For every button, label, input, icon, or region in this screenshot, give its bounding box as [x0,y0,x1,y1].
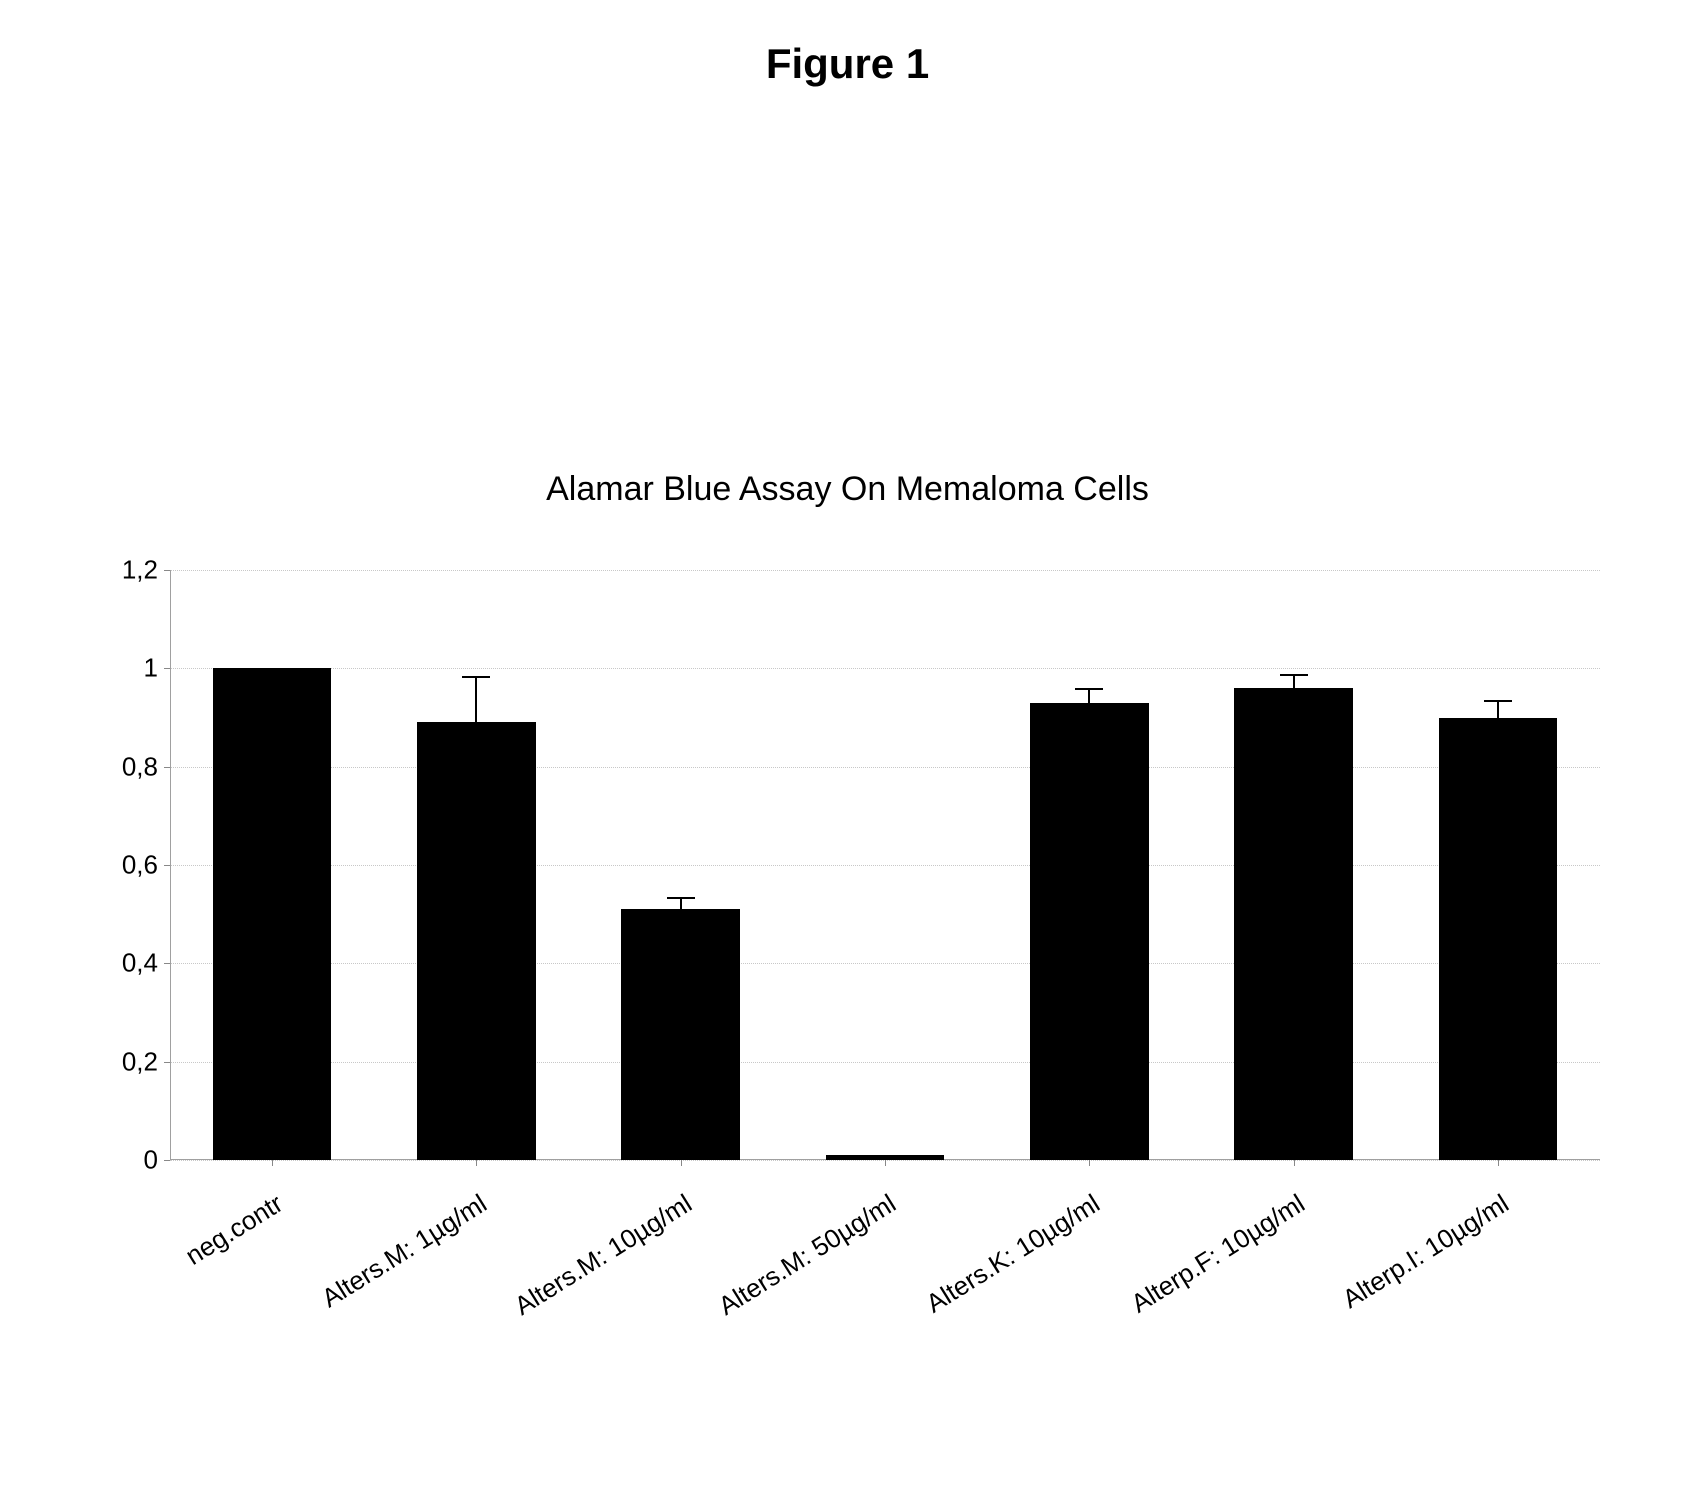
x-tick-label: Alters.M: 50µg/ml [713,1188,901,1322]
error-cap [1280,674,1308,676]
x-tick [885,1160,886,1166]
error-cap [1075,709,1103,711]
bar-slot [987,570,1191,1160]
x-tick [1294,1160,1295,1166]
chart-plot-area: 00,20,40,60,811,2neg.contrAlters.M: 1µg/… [170,570,1600,1160]
error-cap [1484,700,1512,702]
x-tick [1089,1160,1090,1166]
page: Figure 1 Alamar Blue Assay On Memaloma C… [0,0,1695,1491]
bar [417,722,535,1160]
bar-slot [1396,570,1600,1160]
chart-title: Alamar Blue Assay On Memaloma Cells [0,470,1695,509]
bar [1030,703,1148,1160]
error-cap [462,676,490,678]
bar-slot [579,570,783,1160]
x-tick [476,1160,477,1166]
error-bar [1088,688,1090,709]
x-tick-label: Alters.M: 10µg/ml [509,1188,697,1322]
y-tick-label: 1,2 [122,555,158,586]
x-tick [272,1160,273,1166]
error-cap [667,897,695,899]
x-tick-label: Alterp.I: 10µg/ml [1337,1188,1514,1315]
bar-slot [1191,570,1395,1160]
bar-slot [170,570,374,1160]
y-tick-label: 0,4 [122,948,158,979]
bar [621,909,739,1160]
y-tick [164,1160,170,1161]
error-bar [1497,700,1499,723]
y-tick-label: 0,6 [122,850,158,881]
x-tick [1498,1160,1499,1166]
bar-slot [783,570,987,1160]
error-cap [667,915,695,917]
bar-chart: 00,20,40,60,811,2neg.contrAlters.M: 1µg/… [170,570,1600,1160]
x-tick-label: Alterp.F: 10µg/ml [1125,1188,1310,1319]
y-tick-label: 1 [144,653,158,684]
error-bar [1293,674,1295,693]
x-tick-label: Alters.K: 10µg/ml [921,1188,1106,1319]
bar [1439,718,1557,1161]
y-tick-label: 0,2 [122,1046,158,1077]
error-cap [1280,693,1308,695]
error-cap [1075,688,1103,690]
bar-slot [374,570,578,1160]
error-bar [475,676,477,733]
y-tick-label: 0,8 [122,751,158,782]
error-bar [680,897,682,915]
x-tick-label: Alters.M: 1µg/ml [317,1188,493,1314]
error-cap [1484,723,1512,725]
bar [1234,688,1352,1160]
figure-label: Figure 1 [0,40,1695,88]
bar [213,668,331,1160]
x-tick [681,1160,682,1166]
y-tick-label: 0 [144,1145,158,1176]
error-cap [462,732,490,734]
x-tick-label: neg.contr [180,1188,288,1272]
